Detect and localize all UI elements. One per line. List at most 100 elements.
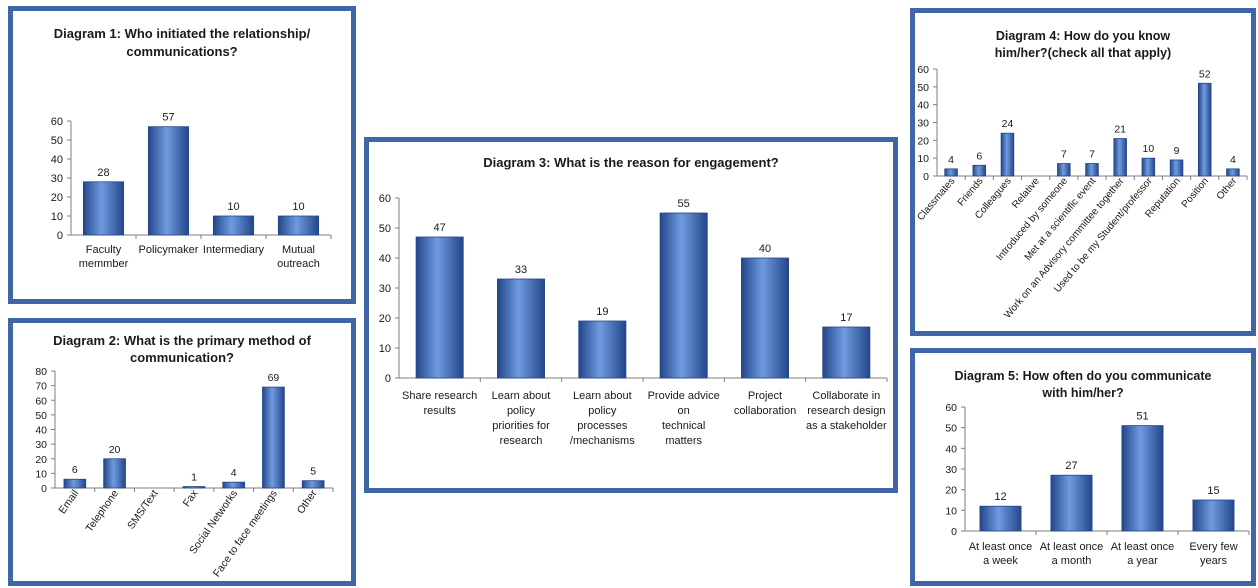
data-label: 10 (292, 201, 304, 213)
data-label: 20 (109, 444, 121, 456)
category-label: matters (665, 435, 702, 447)
y-tick-label: 40 (917, 100, 929, 112)
category-label: Telephone (83, 488, 121, 535)
y-tick-label: 30 (35, 439, 47, 451)
data-label: 24 (1002, 118, 1014, 130)
data-label: 52 (1199, 68, 1211, 80)
data-label: 33 (515, 264, 527, 276)
bar (1121, 425, 1164, 532)
data-label: 7 (1061, 149, 1067, 161)
bar (979, 505, 1022, 532)
category-label: Fax (181, 487, 201, 509)
bar (1113, 138, 1127, 177)
y-tick-label: 40 (51, 154, 63, 166)
y-tick-label: 0 (923, 171, 929, 183)
y-tick-label: 20 (51, 192, 63, 204)
data-label: 40 (759, 243, 771, 255)
category-label: research (500, 435, 543, 447)
bar (1192, 499, 1235, 532)
data-label: 51 (1136, 411, 1148, 423)
y-tick-label: 30 (51, 173, 63, 185)
bar (103, 458, 126, 489)
category-label: /mechanisms (570, 435, 635, 447)
diagram-2-chart: Diagram 2: What is the primary method of… (35, 333, 334, 579)
category-label: priorities for (492, 420, 550, 432)
category-label: Faculty (86, 244, 122, 256)
data-label: 9 (1174, 145, 1180, 157)
y-tick-label: 50 (51, 135, 63, 147)
data-label: 6 (976, 150, 982, 162)
y-tick-label: 50 (917, 82, 929, 94)
data-label: 12 (994, 491, 1006, 503)
chart-title: Diagram 1: Who initiated the relationshi… (54, 26, 311, 41)
category-label: At least once (969, 541, 1033, 553)
bar (301, 480, 325, 489)
category-label: a year (1127, 555, 1158, 567)
diagram-5-chart: Diagram 5: How often do you communicate w… (945, 369, 1250, 567)
category-label: Classmates (915, 176, 957, 223)
y-tick-label: 10 (35, 468, 47, 480)
y-tick-label: 30 (917, 118, 929, 130)
data-label: 4 (948, 154, 954, 166)
category-label: collaboration (734, 405, 796, 417)
category-label: processes (577, 420, 628, 432)
y-tick-label: 70 (35, 381, 47, 393)
chart-title: him/her?(check all that apply) (995, 46, 1171, 60)
chart-title: Diagram 4: How do you know (996, 29, 1171, 43)
data-label: 57 (162, 112, 174, 124)
diagram-1-panel: Diagram 1: Who initiated the relationshi… (8, 6, 356, 304)
bar (578, 320, 627, 379)
bar (822, 326, 871, 379)
diagram-3-chart: Diagram 3: What is the reason for engage… (379, 155, 888, 447)
category-label: Email (56, 488, 81, 516)
bar (1000, 132, 1015, 177)
category-label: Mutual (282, 244, 315, 256)
y-tick-label: 40 (35, 425, 47, 437)
category-label: At least once (1111, 541, 1175, 553)
y-tick-label: 20 (945, 485, 957, 497)
data-label: 47 (434, 222, 446, 234)
category-label: memmber (79, 258, 129, 270)
category-label: years (1200, 555, 1227, 567)
category-label: Provide advice (648, 390, 720, 402)
y-tick-label: 50 (35, 410, 47, 422)
category-label: policy (588, 405, 617, 417)
category-label: results (423, 405, 456, 417)
chart-title: communication? (130, 350, 234, 365)
category-label: Every few (1189, 541, 1237, 553)
diagram-5-panel: Diagram 5: How often do you communicate w… (910, 348, 1256, 586)
category-label: on (678, 405, 690, 417)
diagram-4-panel: Diagram 4: How do you know him/her?(check… (910, 8, 1256, 336)
data-label: 55 (678, 198, 690, 210)
data-label: 28 (97, 167, 109, 179)
y-tick-label: 50 (379, 223, 391, 235)
data-label: 21 (1114, 124, 1126, 136)
category-label: Collaborate in (812, 390, 880, 402)
bar (1169, 159, 1184, 177)
y-tick-label: 10 (379, 343, 391, 355)
y-tick-label: 0 (57, 230, 63, 242)
bar (1197, 82, 1212, 177)
y-tick-label: 30 (945, 464, 957, 476)
chart-title: Diagram 2: What is the primary method of (53, 333, 312, 348)
y-tick-label: 0 (41, 483, 47, 495)
category-label: policy (507, 405, 536, 417)
diagram-4-chart: Diagram 4: How do you know him/her?(check… (915, 29, 1248, 321)
bar (182, 486, 206, 489)
y-tick-label: 80 (35, 366, 47, 378)
bar (741, 257, 789, 379)
y-tick-label: 10 (945, 505, 957, 517)
category-label: SMS/Text (125, 488, 161, 532)
y-tick-label: 30 (379, 283, 391, 295)
data-label: 4 (231, 467, 237, 479)
y-tick-label: 50 (945, 423, 957, 435)
category-label: Other (295, 487, 320, 516)
bar (277, 215, 320, 236)
data-label: 17 (840, 312, 852, 324)
category-label: a week (983, 555, 1018, 567)
chart-title: Diagram 5: How often do you communicate (955, 369, 1212, 383)
bar (1085, 163, 1099, 177)
category-label: Intermediary (203, 244, 265, 256)
data-label: 19 (596, 306, 608, 318)
y-tick-label: 10 (917, 153, 929, 165)
